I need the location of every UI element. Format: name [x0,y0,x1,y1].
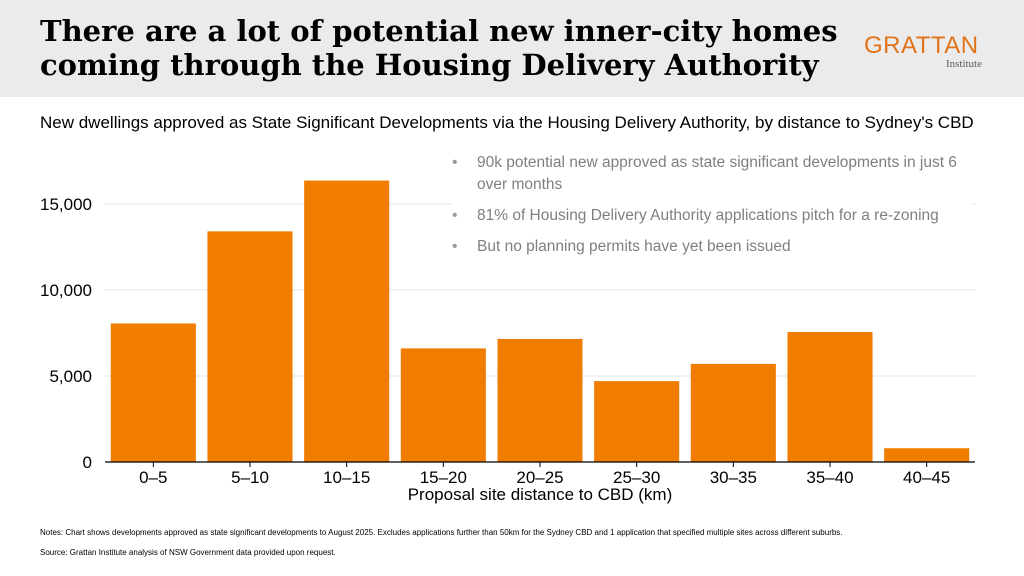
bar [497,338,583,462]
x-tick-label: 15–20 [420,468,467,487]
key-point-text: But no planning permits have yet been is… [477,238,791,255]
key-point-text: 81% of Housing Delivery Authority applic… [477,207,939,224]
y-tick-label: 10,000 [40,281,92,300]
y-tick-label: 15,000 [40,195,92,214]
bar [110,323,196,462]
x-tick-label: 5–10 [231,468,269,487]
bar [787,332,873,462]
key-point-text: 90k potential new approved as state sign… [477,154,957,193]
bars [110,180,970,462]
x-tick-label: 20–25 [516,468,563,487]
bullet-dot-icon: • [452,207,458,224]
bar [400,348,486,462]
x-tick-label: 0–5 [139,468,167,487]
bar [304,180,390,462]
y-tick-label: 5,000 [49,367,92,386]
x-axis-label: Proposal site distance to CBD (km) [408,485,673,504]
bar [207,231,293,462]
key-point: • But no planning permits have yet been … [452,236,972,258]
bar [594,381,680,462]
y-tick-label: 0 [83,453,92,472]
x-tick-label: 10–15 [323,468,370,487]
bar [884,448,970,462]
x-tick-label: 25–30 [613,468,660,487]
x-tick-label: 35–40 [806,468,853,487]
key-points-box: • 90k potential new approved as state si… [452,150,972,264]
bullet-dot-icon: • [452,154,458,171]
logo-subtitle: Institute [945,58,982,70]
key-point: • 90k potential new approved as state si… [452,152,972,196]
chart-source: Source: Grattan Institute analysis of NS… [40,548,336,557]
title-line-1: There are a lot of potential new inner-c… [40,14,838,48]
axes: 0 5,000 10,000 15,000 0–5 5–10 10–15 15–20 20–25… [40,195,975,504]
header-band: There are a lot of potential new inner-c… [0,0,1024,97]
slide-title: There are a lot of potential new inner-c… [40,14,840,82]
title-line-2: coming through the Housing Delivery Auth… [40,48,819,82]
key-point: • 81% of Housing Delivery Authority appl… [452,205,972,227]
grattan-logo: GRATTAN Institute [864,32,984,71]
bullet-dot-icon: • [452,238,458,255]
bar [690,363,776,462]
x-tick-label: 40–45 [903,468,950,487]
logo-wordmark: GRATTAN [864,32,979,59]
chart-subtitle: New dwellings approved as State Signific… [40,113,974,132]
x-tick-label: 30–35 [710,468,757,487]
chart-notes: Notes: Chart shows developments approved… [40,528,843,537]
